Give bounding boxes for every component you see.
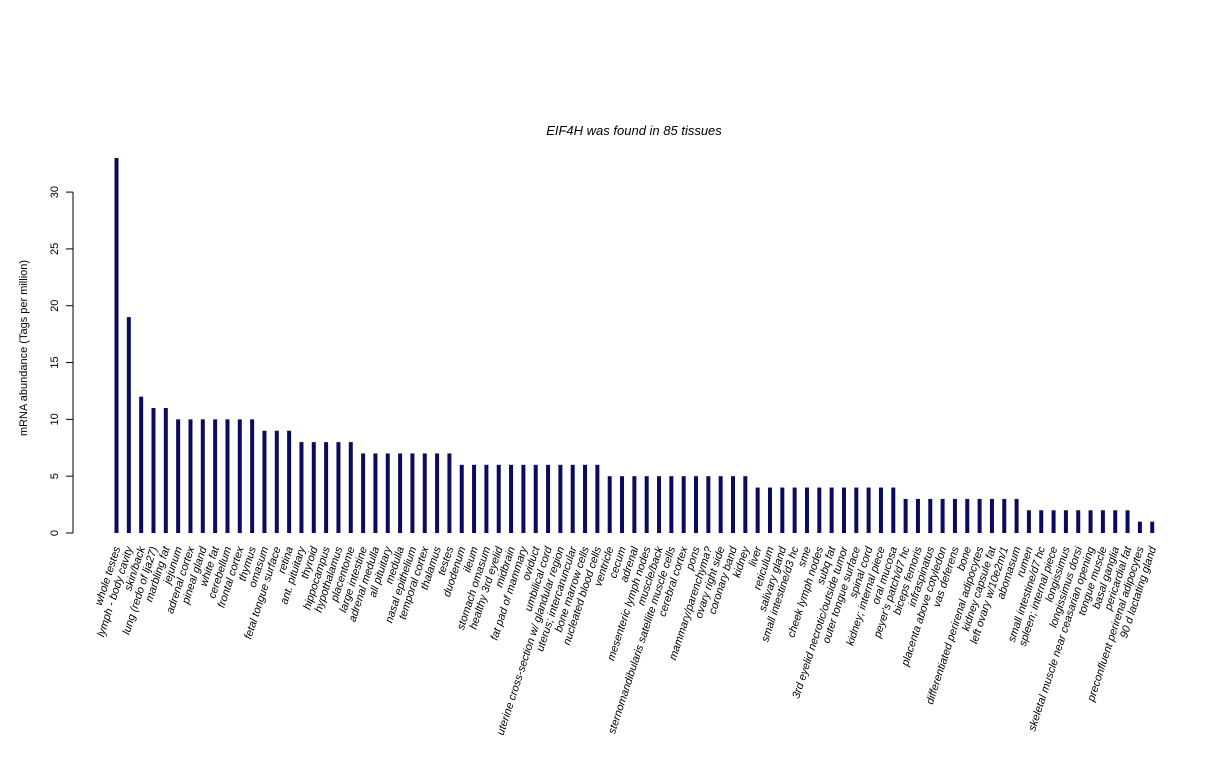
bar [1100, 510, 1105, 533]
bar [804, 487, 809, 533]
bar [903, 498, 908, 533]
bar [139, 396, 144, 533]
bar [755, 487, 760, 533]
bar [324, 442, 329, 533]
bar [287, 430, 292, 533]
bar [472, 464, 477, 533]
y-axis: 0 5 10 15 20 25 30 [49, 186, 74, 536]
bar [1113, 510, 1118, 533]
bar [1039, 510, 1044, 533]
bar [484, 464, 489, 533]
bar [348, 442, 353, 533]
y-tick-label: 0 [49, 530, 61, 536]
bar [792, 487, 797, 533]
bar [731, 476, 735, 533]
bar [718, 476, 723, 533]
bar [373, 453, 378, 533]
bar [398, 453, 403, 533]
bar [583, 464, 588, 533]
y-tick-label: 30 [49, 186, 61, 198]
bar [1137, 521, 1142, 533]
bar [817, 487, 822, 533]
bar [780, 487, 785, 533]
bar [878, 487, 883, 533]
bar [1125, 510, 1130, 533]
bar [1026, 510, 1031, 533]
bar [841, 487, 846, 533]
bar [274, 430, 279, 533]
bar [213, 419, 218, 533]
bar [435, 453, 440, 533]
bar [977, 498, 982, 533]
bar [940, 498, 945, 533]
bar [176, 419, 181, 533]
bar [114, 158, 119, 533]
bar [915, 498, 920, 533]
bar [1076, 510, 1081, 533]
bar [496, 464, 501, 533]
bar [299, 442, 304, 533]
bar [533, 464, 538, 533]
bar [546, 464, 551, 533]
bar [1150, 521, 1155, 533]
bar [188, 419, 193, 533]
bar [422, 453, 427, 533]
bar [669, 476, 674, 533]
bar [706, 476, 711, 533]
bar [866, 487, 871, 533]
bar [854, 487, 859, 533]
bar [509, 464, 514, 533]
bar [1002, 498, 1007, 533]
bar [336, 442, 341, 533]
bar [928, 498, 933, 533]
bar [891, 487, 896, 533]
y-axis-label: mRNA abundance (Tags per million) [18, 260, 30, 436]
bar [262, 430, 267, 533]
bar [570, 464, 575, 533]
bar [620, 476, 625, 533]
bar [459, 464, 464, 533]
y-tick-label: 10 [49, 413, 61, 425]
bar [163, 408, 168, 533]
bar [743, 476, 748, 533]
y-tick-label: 25 [49, 243, 61, 255]
bar [681, 476, 686, 533]
bar [632, 476, 637, 533]
bar [767, 487, 772, 533]
bar [385, 453, 390, 533]
bar [521, 464, 526, 533]
bar [965, 498, 970, 533]
bar [361, 453, 366, 533]
bars [114, 158, 1155, 533]
bar [250, 419, 255, 533]
bar [1063, 510, 1068, 533]
bar [644, 476, 649, 533]
bar [694, 476, 699, 533]
bar [311, 442, 316, 533]
bar [952, 498, 957, 533]
bar [410, 453, 415, 533]
y-tick-label: 20 [49, 300, 61, 312]
bar [126, 317, 131, 533]
bar [1088, 510, 1093, 533]
bar [657, 476, 662, 533]
bar [989, 498, 994, 533]
chart-title: EIF4H was found in 85 tissues [546, 123, 722, 138]
bar [447, 453, 452, 533]
bar [200, 419, 205, 533]
bar [151, 408, 156, 533]
y-tick-label: 5 [49, 473, 61, 479]
bar [1014, 498, 1019, 533]
bar [558, 464, 563, 533]
bar [607, 476, 612, 533]
y-tick-label: 15 [49, 356, 61, 368]
bar [829, 487, 834, 533]
bar [225, 419, 230, 533]
bar [1051, 510, 1056, 533]
bar [237, 419, 242, 533]
bar [595, 464, 600, 533]
